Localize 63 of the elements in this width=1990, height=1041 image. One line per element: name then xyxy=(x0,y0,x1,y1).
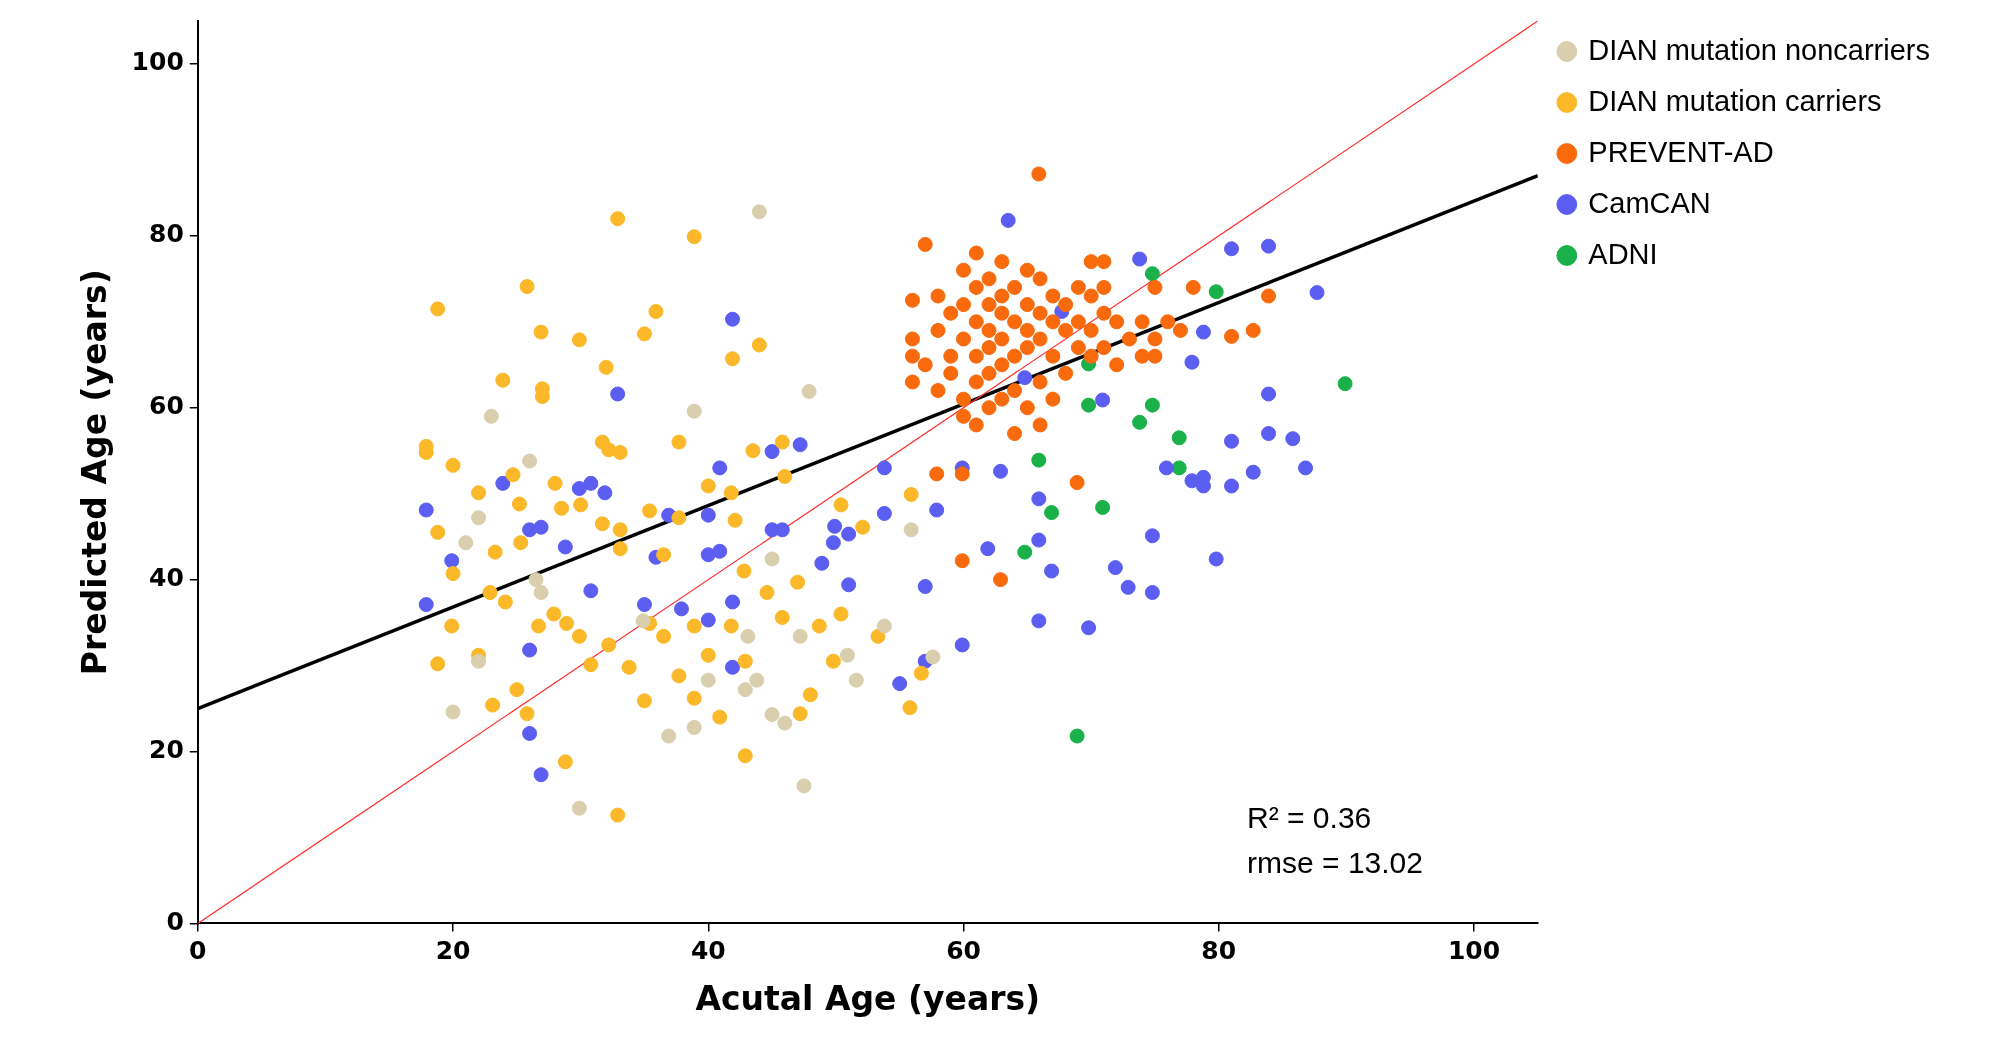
x-axis-title: Acutal Age (years) xyxy=(695,978,1041,1018)
point xyxy=(522,453,538,469)
legend-label: DIAN mutation carriers xyxy=(1588,84,1882,117)
point xyxy=(1017,544,1033,560)
point xyxy=(801,383,817,399)
point xyxy=(686,403,702,419)
point xyxy=(839,647,855,663)
point xyxy=(792,628,808,644)
y-tick-label: 80 xyxy=(148,219,184,249)
point xyxy=(1031,452,1047,468)
y-tick-label: 40 xyxy=(148,563,184,593)
x-tick-label: 60 xyxy=(946,935,981,965)
x-tick-label: 100 xyxy=(1447,935,1501,965)
point xyxy=(764,551,780,567)
point xyxy=(740,628,756,644)
y-tick-label: 20 xyxy=(148,735,184,765)
y-tick-label: 100 xyxy=(131,47,184,77)
x-tick-label: 0 xyxy=(189,935,207,965)
point xyxy=(925,649,941,665)
point xyxy=(737,682,753,698)
point xyxy=(458,535,474,551)
point xyxy=(445,704,461,720)
point xyxy=(1069,728,1085,744)
point xyxy=(1171,460,1187,476)
point xyxy=(1095,499,1111,515)
point xyxy=(1144,266,1160,282)
point xyxy=(796,778,812,794)
point xyxy=(751,204,767,220)
point xyxy=(571,800,587,816)
annotation: R² = 0.36 xyxy=(1247,801,1372,835)
point xyxy=(777,715,793,731)
annotation: rmse = 13.02 xyxy=(1247,846,1423,880)
x-tick-label: 80 xyxy=(1201,935,1237,965)
point xyxy=(1044,505,1060,521)
legend-label: ADNI xyxy=(1588,237,1658,270)
x-tick-label: 20 xyxy=(435,935,471,965)
point xyxy=(471,510,487,526)
legend-label: PREVENT-AD xyxy=(1588,135,1774,168)
point xyxy=(1132,414,1148,430)
point xyxy=(483,408,499,424)
point xyxy=(533,585,549,601)
legend-label: DIAN mutation noncarriers xyxy=(1588,33,1930,66)
point xyxy=(686,719,702,735)
point xyxy=(700,672,716,688)
point xyxy=(635,613,651,629)
y-axis-title: Predicted Age (years) xyxy=(75,269,115,676)
point xyxy=(471,653,487,669)
point xyxy=(1144,397,1160,413)
y-tick-label: 0 xyxy=(166,906,184,936)
point xyxy=(1081,397,1097,413)
point xyxy=(528,572,544,588)
x-tick-label: 40 xyxy=(690,935,726,965)
point xyxy=(749,672,765,688)
point xyxy=(764,707,780,723)
point xyxy=(1208,284,1224,300)
point xyxy=(876,618,892,634)
point xyxy=(848,672,864,688)
y-tick-label: 60 xyxy=(148,391,184,421)
legend-label: CamCAN xyxy=(1588,186,1711,219)
point xyxy=(1337,376,1353,392)
point xyxy=(661,728,677,744)
point xyxy=(903,522,919,538)
point xyxy=(1171,430,1187,446)
